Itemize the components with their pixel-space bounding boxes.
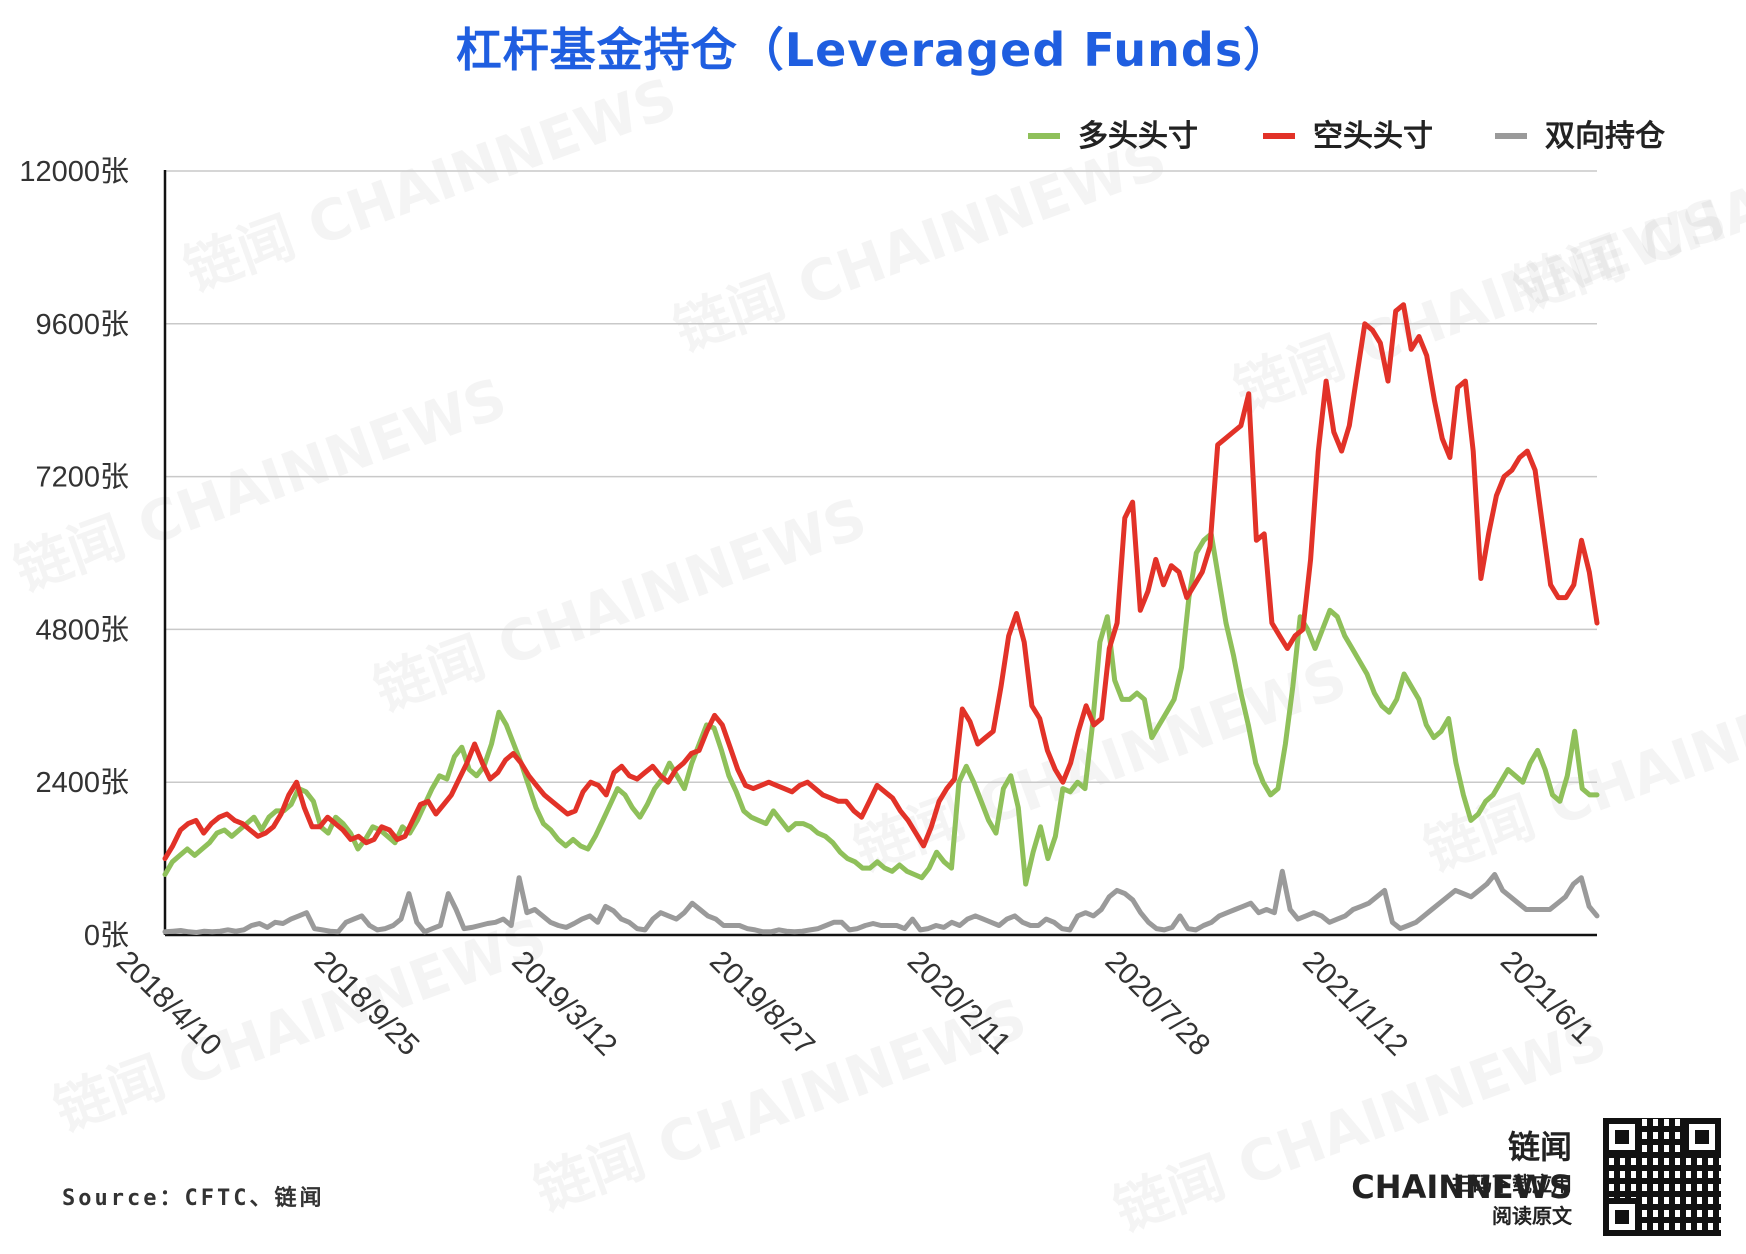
y-tick-label: 12000张 [19,156,129,188]
qr-finder-icon [1683,1118,1721,1156]
x-tick-label: 2020/7/28 [1099,945,1217,1063]
y-tick-label: 7200张 [35,462,129,494]
y-tick-label: 2400张 [35,767,129,799]
qr-finder-icon [1603,1198,1641,1236]
brand-read-text: 阅读原文 [1492,1204,1572,1228]
x-tick-label: 2021/6/1 [1494,945,1600,1051]
x-tick-label: 2018/4/10 [110,945,228,1063]
series-line [162,531,1600,887]
series-line [162,868,1600,935]
series-line [162,302,1600,862]
y-tick-label: 4800张 [35,614,129,646]
legend-label: 空头头寸 [1313,119,1433,154]
x-tick-label: 2021/1/12 [1296,945,1414,1063]
legend-label: 双向持仓 [1545,119,1666,154]
source-note: Source：CFTC、链闻 [62,1186,325,1211]
brand-download-text: 扫码下载应用 [1452,1172,1572,1196]
y-tick-label: 9600张 [35,309,129,341]
y-tick-label: 0张 [84,920,129,952]
x-tick-label: 2020/2/11 [901,945,1017,1061]
chart-title: 杠杆基金持仓（Leveraged Funds） [455,23,1291,77]
legend-label: 多头头寸 [1078,119,1198,154]
brand-logo: 链闻 CHAINNEWS [1351,1128,1572,1206]
qr-finder-icon [1603,1118,1641,1156]
qr-code-icon[interactable] [1603,1118,1721,1236]
x-tick-label: 2018/9/25 [308,945,426,1063]
x-tick-label: 2019/8/27 [703,945,821,1063]
x-tick-label: 2019/3/12 [505,945,623,1063]
